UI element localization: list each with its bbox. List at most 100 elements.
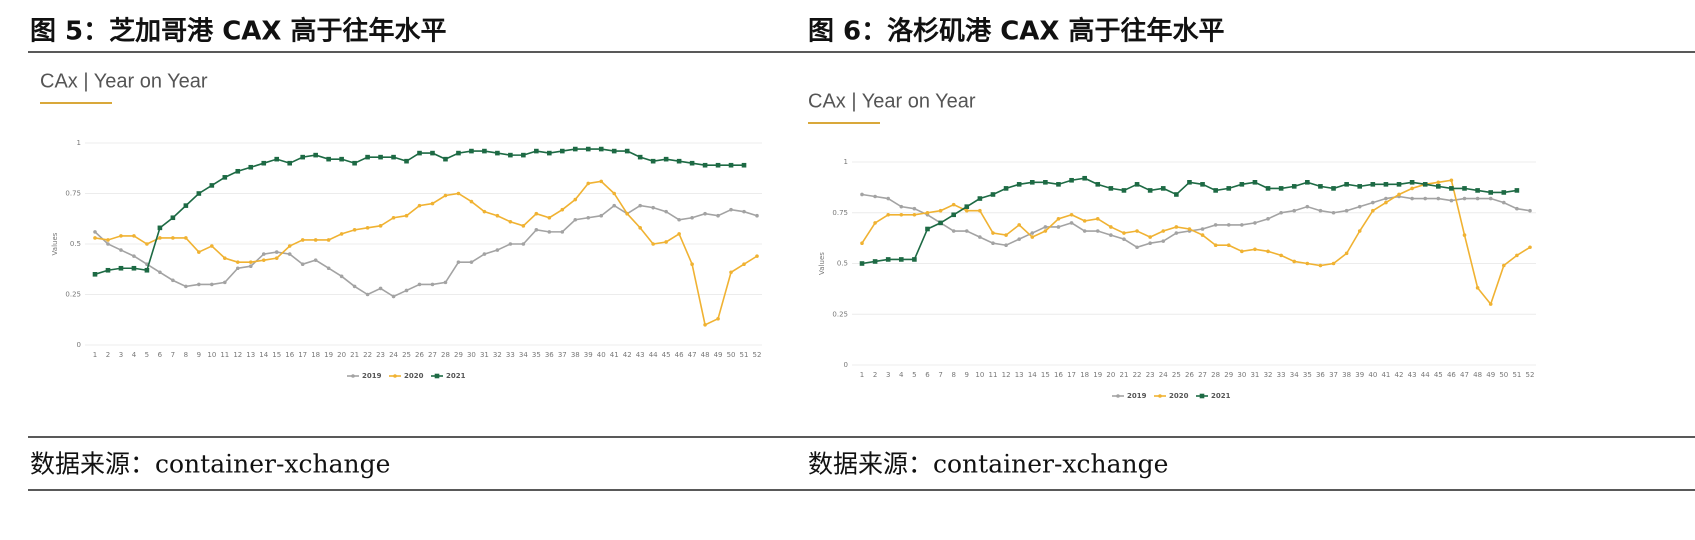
point (1056, 217, 1061, 221)
point (1252, 180, 1258, 185)
point (547, 150, 552, 156)
x-tick-label: 5 (912, 371, 916, 379)
point (664, 240, 668, 244)
x-tick-label: 40 (1368, 371, 1377, 379)
point (612, 191, 617, 196)
point (637, 154, 643, 160)
point (508, 152, 513, 158)
point (248, 260, 253, 264)
x-tick-label: 40 (597, 351, 606, 359)
x-tick-label: 36 (545, 351, 554, 359)
point (339, 156, 344, 162)
point (1344, 208, 1349, 213)
x-tick-label: 24 (1159, 371, 1168, 379)
point (964, 204, 970, 209)
point (1240, 249, 1244, 254)
x-tick-label: 19 (324, 351, 333, 359)
x-tick-label: 27 (428, 351, 437, 359)
x-tick-label: 32 (493, 351, 502, 359)
point (313, 258, 318, 262)
point (1384, 200, 1388, 205)
legend-marker (434, 373, 440, 379)
legend-marker (351, 374, 355, 378)
point (1331, 210, 1336, 215)
point (443, 193, 448, 198)
point (1475, 196, 1480, 201)
x-tick-label: 10 (207, 351, 216, 359)
x-tick-label: 11 (989, 371, 998, 379)
x-tick-label: 18 (311, 351, 320, 359)
point (326, 156, 331, 162)
point (1095, 182, 1101, 187)
x-tick-label: 39 (1355, 371, 1364, 379)
point (1528, 245, 1532, 250)
point (132, 254, 136, 258)
y-axis-label: Values (51, 232, 59, 255)
point (222, 175, 228, 180)
point (1488, 190, 1494, 195)
point (1515, 206, 1519, 211)
legend-label: 2019 (362, 372, 382, 380)
point (1488, 196, 1493, 201)
point (1462, 186, 1467, 191)
point (1200, 227, 1205, 231)
point (158, 270, 162, 275)
point (287, 252, 292, 256)
point (1410, 186, 1414, 191)
point (1371, 208, 1375, 213)
point (716, 213, 720, 218)
y-tick-label: 0.75 (832, 209, 848, 217)
point (1148, 235, 1152, 239)
point (677, 217, 681, 222)
series-line (861, 193, 1531, 249)
point (326, 266, 331, 271)
point (197, 250, 201, 254)
point (572, 146, 578, 152)
point (209, 183, 215, 188)
point (1279, 210, 1283, 215)
x-tick-label: 32 (1264, 371, 1273, 379)
point (729, 207, 733, 212)
point (508, 219, 513, 224)
point (964, 208, 969, 213)
point (860, 192, 864, 197)
legend-label: 2021 (446, 372, 466, 380)
point (378, 224, 383, 228)
point (951, 202, 956, 207)
legend-label: 2020 (404, 372, 424, 380)
source: 数据来源：container-xchange (30, 450, 390, 479)
point (742, 209, 746, 214)
point (235, 266, 240, 271)
point (1213, 243, 1218, 248)
x-tick-label: 37 (558, 351, 567, 359)
point (210, 244, 214, 248)
point (925, 210, 930, 215)
point (651, 242, 655, 246)
series-line (861, 179, 1531, 306)
point (624, 148, 630, 154)
x-tick-label: 24 (389, 351, 398, 359)
point (171, 236, 175, 240)
point (482, 252, 487, 256)
x-tick-label: 7 (938, 371, 942, 379)
x-tick-label: 51 (1512, 371, 1521, 379)
point (261, 252, 266, 256)
point (1357, 184, 1363, 189)
point (586, 215, 591, 220)
point (1017, 223, 1021, 227)
point (1043, 229, 1048, 233)
point (873, 221, 877, 225)
point (899, 204, 904, 209)
point (611, 148, 617, 154)
point (1200, 233, 1205, 237)
point (313, 152, 318, 158)
point (1423, 196, 1428, 201)
point (1396, 182, 1402, 187)
point (1370, 182, 1376, 187)
point (313, 238, 318, 242)
point (1226, 186, 1232, 191)
point (132, 234, 136, 238)
point (560, 207, 565, 212)
point (1436, 184, 1441, 189)
x-tick-label: 49 (714, 351, 723, 359)
